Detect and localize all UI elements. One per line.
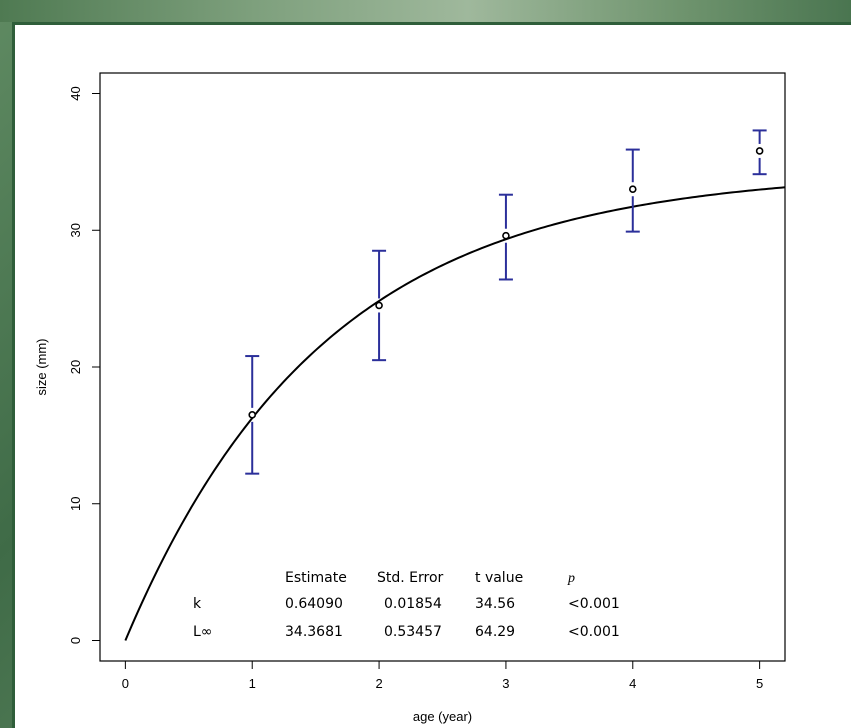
table-row-k-label: k (193, 596, 202, 612)
table-row-linf-std-error: 0.53457 (384, 624, 442, 640)
y-tick-label-20: 20 (68, 360, 83, 374)
table-header-std-error: Std. Error (377, 570, 444, 586)
y-tick-label-40: 40 (68, 86, 83, 100)
table-row-linf-t-value: 64.29 (475, 624, 515, 640)
error-bars (245, 129, 767, 475)
table-row-linf-estimate: 34.3681 (285, 624, 343, 640)
table-row-k-t-value: 34.56 (475, 596, 515, 612)
table-header-p: p (567, 571, 575, 586)
x-tick-label-2: 2 (375, 676, 382, 691)
table-header-t-value: t value (475, 570, 523, 586)
y-tick-label-10: 10 (68, 497, 83, 511)
data-point-2 (375, 301, 383, 310)
y-tick-label-30: 30 (68, 223, 83, 237)
plot-panel (12, 22, 851, 728)
table-row-k-p: <0.001 (568, 596, 620, 612)
y-axis-ticks: 0 10 20 30 40 (68, 86, 100, 644)
data-point-5 (755, 147, 764, 155)
x-tick-label-3: 3 (502, 676, 509, 691)
data-points (248, 147, 764, 419)
x-tick-label-1: 1 (249, 676, 256, 691)
parameter-table: Estimate Std. Error t value p k 0.64090 … (193, 570, 620, 640)
table-row-k-estimate: 0.64090 (285, 596, 343, 612)
x-tick-label-4: 4 (629, 676, 636, 691)
data-point-1 (248, 411, 257, 419)
table-row-k-std-error: 0.01854 (384, 596, 442, 612)
y-axis-label: size (mm) (34, 338, 49, 395)
top-background-band (0, 0, 851, 22)
data-point-3 (502, 231, 510, 240)
data-point-4 (628, 185, 637, 194)
x-tick-label-5: 5 (756, 676, 763, 691)
table-header-estimate: Estimate (285, 570, 347, 586)
x-axis-label: age (year) (413, 709, 472, 724)
x-axis-ticks: 0 1 2 3 4 5 (122, 661, 763, 691)
fitted-curve (124, 186, 786, 641)
table-row-linf-label: L∞ (193, 624, 212, 640)
table-row-linf-p: <0.001 (568, 624, 620, 640)
x-tick-label-0: 0 (122, 676, 129, 691)
y-tick-label-0: 0 (68, 637, 83, 644)
